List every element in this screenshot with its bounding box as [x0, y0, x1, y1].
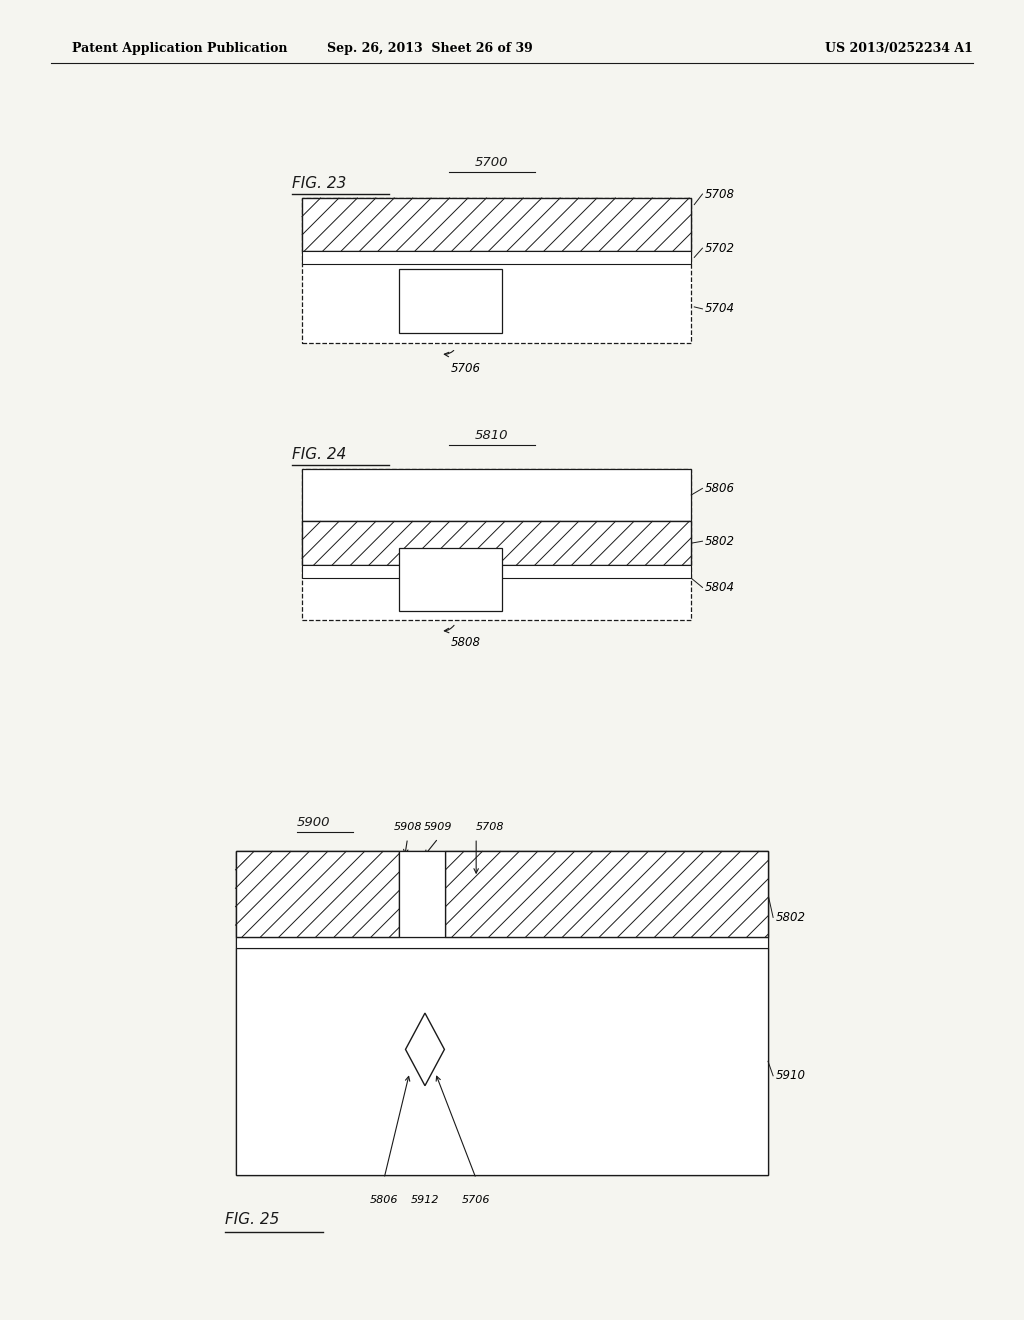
Bar	[302, 251, 691, 264]
Bar	[302, 198, 691, 343]
Text: 5909: 5909	[424, 821, 453, 832]
Bar	[236, 937, 768, 948]
Text: Patent Application Publication: Patent Application Publication	[72, 42, 287, 55]
Text: 5802: 5802	[776, 911, 806, 924]
Bar	[302, 565, 691, 578]
Text: 5706: 5706	[451, 362, 481, 375]
Text: 5806: 5806	[370, 1195, 398, 1205]
Bar	[236, 851, 399, 937]
Bar	[399, 548, 502, 611]
Text: 5810: 5810	[475, 429, 508, 442]
Text: 5802: 5802	[705, 535, 734, 548]
Text: FIG. 23: FIG. 23	[292, 177, 346, 191]
Bar	[399, 851, 445, 937]
Text: 5706: 5706	[462, 1195, 490, 1205]
Text: 5910: 5910	[776, 1069, 806, 1082]
Text: 5912: 5912	[411, 1195, 439, 1205]
Text: 5702: 5702	[705, 242, 734, 255]
Polygon shape	[406, 1014, 444, 1085]
Bar	[302, 198, 691, 251]
Bar	[236, 851, 768, 1175]
Bar	[399, 269, 502, 333]
Text: FIG. 25: FIG. 25	[225, 1212, 280, 1226]
Text: 5908: 5908	[393, 821, 422, 832]
Text: 5708: 5708	[476, 821, 505, 832]
Text: 5708: 5708	[705, 187, 734, 201]
Bar	[445, 851, 768, 937]
Text: 5806: 5806	[705, 482, 734, 495]
Bar	[236, 948, 768, 1175]
Text: 5808: 5808	[451, 636, 481, 649]
Bar	[302, 521, 691, 565]
Text: US 2013/0252234 A1: US 2013/0252234 A1	[825, 42, 973, 55]
Text: 5804: 5804	[705, 581, 734, 594]
Text: 5700: 5700	[475, 156, 508, 169]
Bar	[302, 469, 691, 521]
Bar	[302, 469, 691, 620]
Text: 5900: 5900	[297, 816, 331, 829]
Text: FIG. 24: FIG. 24	[292, 447, 346, 462]
Text: 5704: 5704	[705, 302, 734, 315]
Text: Sep. 26, 2013  Sheet 26 of 39: Sep. 26, 2013 Sheet 26 of 39	[328, 42, 532, 55]
